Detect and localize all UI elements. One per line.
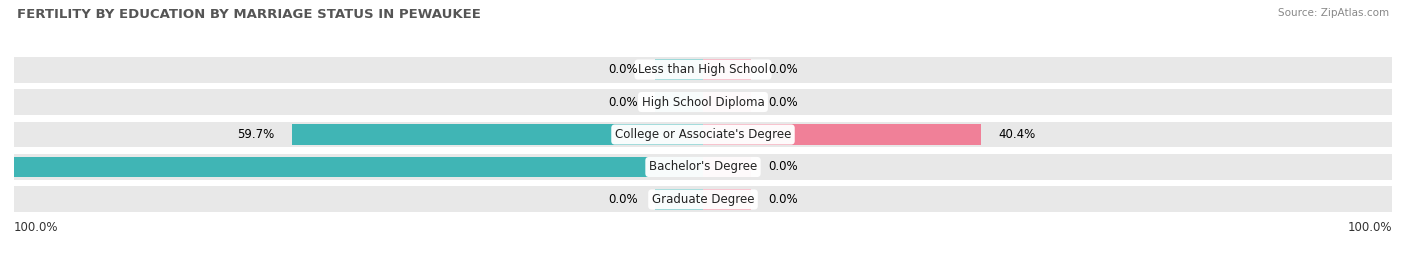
Text: 0.0%: 0.0% [769, 193, 799, 206]
Bar [655, 59, 703, 80]
Text: 40.4%: 40.4% [998, 128, 1036, 141]
Text: Source: ZipAtlas.com: Source: ZipAtlas.com [1278, 8, 1389, 18]
Bar [703, 59, 751, 80]
Bar [703, 189, 751, 210]
Text: 100.0%: 100.0% [1347, 221, 1392, 233]
Bar [655, 92, 703, 112]
Text: 0.0%: 0.0% [769, 63, 799, 76]
Bar [14, 89, 1392, 115]
Bar [14, 56, 1392, 83]
Bar [14, 157, 703, 177]
Text: 100.0%: 100.0% [14, 221, 59, 233]
Bar [14, 186, 1392, 213]
Text: Bachelor's Degree: Bachelor's Degree [650, 161, 756, 174]
Bar [291, 125, 703, 144]
Text: 0.0%: 0.0% [769, 95, 799, 108]
Bar [655, 189, 703, 210]
Text: 0.0%: 0.0% [607, 63, 637, 76]
Text: 0.0%: 0.0% [769, 161, 799, 174]
Bar [703, 157, 751, 177]
Text: Less than High School: Less than High School [638, 63, 768, 76]
Bar [14, 122, 1392, 147]
Text: College or Associate's Degree: College or Associate's Degree [614, 128, 792, 141]
Text: Graduate Degree: Graduate Degree [652, 193, 754, 206]
Text: FERTILITY BY EDUCATION BY MARRIAGE STATUS IN PEWAUKEE: FERTILITY BY EDUCATION BY MARRIAGE STATU… [17, 8, 481, 21]
Bar [14, 154, 1392, 180]
Text: 0.0%: 0.0% [607, 193, 637, 206]
Text: 0.0%: 0.0% [607, 95, 637, 108]
Bar [703, 125, 981, 144]
Text: High School Diploma: High School Diploma [641, 95, 765, 108]
Text: 59.7%: 59.7% [238, 128, 274, 141]
Bar [703, 92, 751, 112]
